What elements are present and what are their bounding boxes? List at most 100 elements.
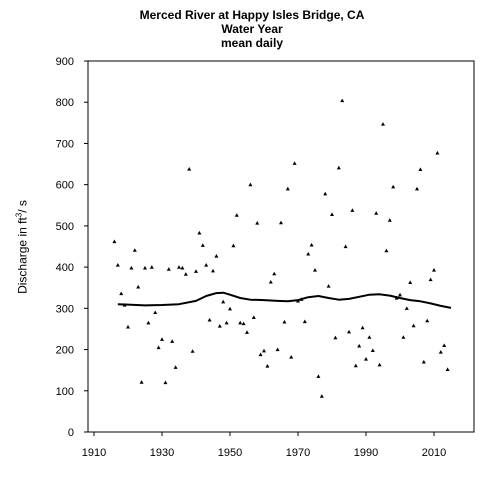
data-point — [418, 167, 423, 172]
data-point — [177, 265, 181, 269]
x-tick-label: 1930 — [150, 447, 174, 459]
data-point — [435, 150, 440, 155]
data-point — [323, 191, 328, 196]
data-point — [360, 325, 365, 330]
data-point — [139, 380, 144, 384]
data-point — [231, 243, 236, 248]
data-point — [224, 320, 229, 325]
y-tick-label: 600 — [56, 180, 74, 192]
data-point — [289, 354, 294, 359]
data-point — [401, 335, 406, 339]
data-point — [272, 271, 277, 276]
data-point — [255, 221, 260, 225]
data-point — [282, 319, 287, 324]
data-point — [347, 329, 351, 334]
data-point — [411, 323, 416, 328]
data-point — [350, 208, 355, 212]
y-tick-label: 200 — [56, 345, 74, 357]
data-point — [442, 343, 447, 348]
x-tick-label: 1910 — [82, 447, 106, 459]
data-point — [370, 348, 375, 352]
data-point — [190, 349, 195, 353]
data-point — [241, 321, 246, 326]
data-point — [319, 394, 324, 398]
data-point — [353, 363, 358, 368]
data-point — [194, 269, 198, 273]
x-tick-label: 1970 — [286, 447, 310, 459]
data-point — [279, 220, 283, 225]
data-point — [166, 267, 171, 271]
data-point — [200, 243, 205, 247]
data-point — [234, 213, 239, 217]
data-point — [432, 267, 436, 272]
data-point — [381, 122, 385, 126]
y-tick-label: 300 — [56, 303, 74, 315]
y-tick-label: 700 — [56, 138, 74, 150]
data-point — [251, 315, 256, 320]
data-point — [367, 335, 372, 339]
data-point — [292, 161, 297, 165]
data-point — [248, 182, 253, 187]
data-point — [245, 330, 249, 334]
data-point — [173, 365, 178, 369]
data-point — [180, 265, 185, 270]
y-tick-label: 800 — [56, 97, 74, 109]
data-point — [153, 310, 158, 315]
data-point — [183, 272, 188, 276]
x-tick-label: 2010 — [422, 447, 446, 459]
x-tick-label: 1990 — [354, 447, 378, 459]
data-point — [238, 320, 243, 325]
data-point — [197, 230, 202, 235]
data-point — [391, 184, 396, 189]
data-point — [211, 268, 215, 273]
data-point — [132, 248, 137, 252]
data-point — [285, 186, 290, 191]
data-point — [268, 279, 273, 284]
data-point — [364, 357, 368, 361]
y-tick-label: 500 — [56, 221, 74, 233]
chart-title-block: Merced River at Happy Isles Bridge, CA W… — [0, 8, 504, 50]
data-point — [149, 265, 154, 269]
data-point — [421, 359, 426, 364]
data-point — [404, 306, 409, 310]
data-point — [146, 320, 151, 325]
data-point — [374, 211, 379, 215]
x-tick-label: 1950 — [218, 447, 242, 459]
data-point — [204, 263, 209, 267]
y-tick-label: 0 — [68, 427, 74, 439]
data-point — [425, 318, 430, 323]
data-point — [428, 277, 433, 282]
data-point — [112, 239, 117, 244]
data-point — [330, 212, 334, 216]
data-point — [302, 319, 307, 324]
chart-subtitle-1: Water Year — [221, 22, 283, 36]
data-point — [377, 362, 382, 367]
data-point — [357, 343, 362, 348]
data-point — [438, 350, 443, 354]
y-tick-label: 100 — [56, 386, 74, 398]
data-point — [313, 267, 317, 272]
data-point — [398, 292, 402, 297]
data-point — [316, 374, 321, 378]
data-point — [258, 352, 263, 357]
data-point — [136, 284, 141, 289]
data-point — [333, 335, 338, 340]
data-point — [343, 244, 348, 249]
data-point — [163, 380, 168, 385]
data-point — [221, 299, 226, 304]
data-point — [275, 347, 280, 352]
data-point — [306, 251, 311, 256]
data-point — [387, 218, 392, 222]
data-point — [415, 186, 419, 191]
y-tick-label: 900 — [56, 56, 74, 68]
data-point — [340, 98, 345, 103]
data-point — [207, 317, 212, 322]
data-point — [384, 248, 389, 253]
y-tick-label: 400 — [56, 262, 74, 274]
data-point — [143, 265, 147, 270]
data-point — [228, 306, 232, 311]
data-point — [170, 339, 175, 343]
data-point — [445, 367, 450, 371]
data-point — [309, 242, 314, 247]
